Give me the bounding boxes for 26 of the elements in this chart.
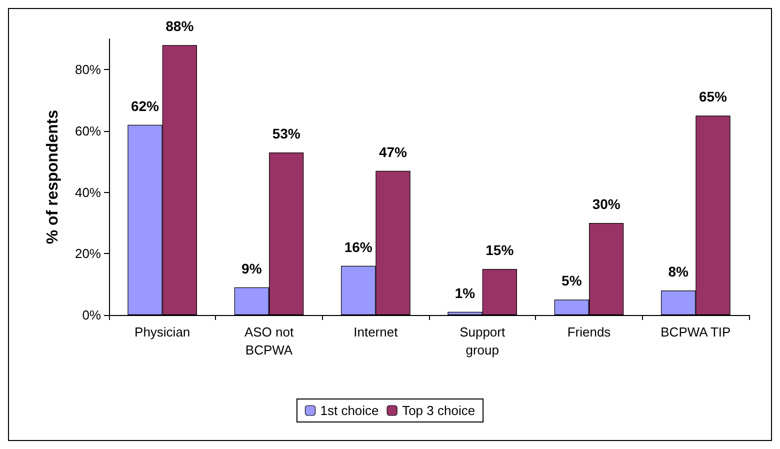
data-label: 15% <box>486 242 514 258</box>
data-label: 53% <box>272 125 301 142</box>
y-axis-title: % of respondents <box>44 110 62 244</box>
data-label: 47% <box>378 144 408 160</box>
x-tick-label: Physician <box>134 324 190 340</box>
legend-label: 1st choice <box>320 403 379 418</box>
data-label: 16% <box>344 238 373 255</box>
data-label: 30% <box>592 196 621 212</box>
x-tick-label: ASO not BCPWA <box>244 324 294 358</box>
x-tick-label: BCPWA TIP <box>660 324 731 340</box>
data-label: 62% <box>130 98 160 114</box>
data-label: 9% <box>242 260 262 276</box>
data-label: 5% <box>562 272 582 289</box>
data-label: 1% <box>454 284 476 301</box>
x-tick-label: Support group <box>460 324 506 358</box>
y-tick-label: 60% <box>74 124 102 138</box>
y-tick-label: 20% <box>74 246 102 262</box>
data-label: 65% <box>698 88 728 105</box>
x-tick-label: Internet <box>354 324 398 340</box>
data-label: 88% <box>166 18 194 34</box>
legend-label: Top 3 choice <box>402 403 476 418</box>
y-tick-label: 40% <box>74 184 102 200</box>
y-tick-label: 0% <box>82 308 102 322</box>
data-label: 8% <box>668 263 689 280</box>
y-tick-label: 80% <box>74 62 102 78</box>
x-tick-label: Friends <box>567 324 612 340</box>
